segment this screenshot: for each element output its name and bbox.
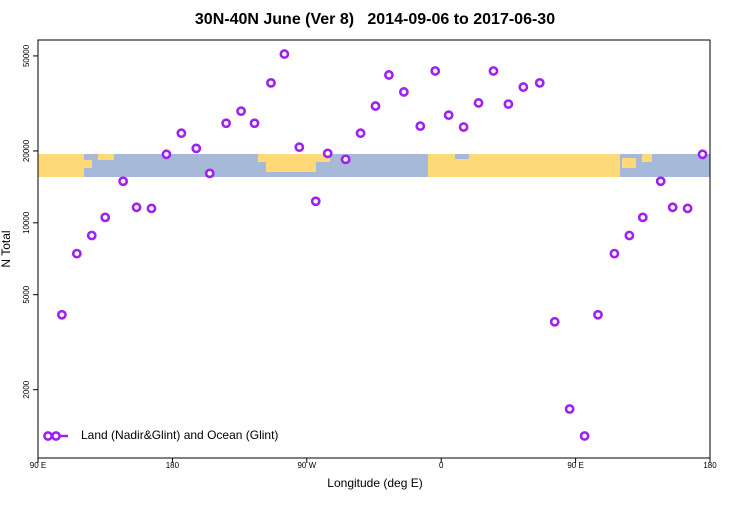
x-tick-label: 180 — [166, 461, 180, 470]
legend-item: Land (Nadir&Glint) and Ocean (Glint) — [43, 428, 278, 442]
data-point — [370, 101, 381, 111]
plot-frame — [37, 39, 711, 459]
data-point — [340, 154, 351, 165]
y-tick-label: 5000 — [22, 285, 31, 303]
y-tick-label: 10000 — [22, 211, 31, 234]
data-point — [294, 142, 305, 153]
x-axis-label: Longitude (deg E) — [327, 476, 422, 490]
data-point — [415, 121, 426, 132]
legend-marker — [51, 431, 61, 441]
data-point — [176, 128, 187, 139]
data-point — [682, 203, 693, 214]
data-point — [322, 148, 333, 159]
map-band — [38, 154, 710, 177]
data-point — [355, 128, 366, 139]
data-point — [518, 82, 529, 92]
data-point — [71, 248, 82, 259]
x-tick-label: 90 E — [567, 461, 583, 470]
data-point — [667, 202, 678, 213]
data-point — [593, 309, 603, 320]
data-point — [100, 212, 111, 223]
data-point — [488, 66, 499, 76]
data-point — [398, 87, 409, 97]
data-point — [697, 149, 708, 160]
data-point — [503, 99, 514, 109]
data-point — [310, 196, 321, 207]
y-tick-label: 20000 — [22, 139, 31, 162]
data-point — [384, 70, 394, 80]
data-point — [579, 431, 590, 441]
y-tick-label: 2000 — [22, 380, 31, 398]
data-point — [473, 98, 484, 108]
y-tick-label: 50000 — [22, 44, 31, 67]
data-point — [637, 212, 648, 223]
data-point — [279, 49, 290, 59]
data-point — [161, 149, 172, 160]
y-axis-label: N Total — [0, 230, 13, 267]
x-tick-label: 180 — [703, 461, 717, 470]
data-point — [624, 230, 635, 241]
data-point — [549, 316, 560, 327]
data-point — [118, 176, 129, 187]
chart-title: 30N-40N June (Ver 8) 2014-09-06 to 2017-… — [195, 11, 555, 28]
data-point — [430, 66, 441, 76]
legend-label: Land (Nadir&Glint) and Ocean (Glint) — [81, 428, 278, 442]
data-point — [236, 106, 246, 117]
data-point — [191, 143, 202, 154]
data-point — [564, 404, 575, 414]
data-point — [56, 309, 67, 320]
legend-marker — [43, 431, 53, 441]
x-tick-label: 90 W — [297, 461, 316, 470]
data-point — [534, 77, 545, 88]
data-point — [204, 168, 215, 179]
data-point — [86, 230, 97, 241]
data-point — [458, 122, 469, 132]
data-point — [609, 248, 620, 259]
x-tick-label: 90 E — [30, 461, 46, 470]
data-point — [146, 203, 157, 214]
x-tick-label: 0 — [439, 461, 444, 470]
data-point — [131, 202, 142, 213]
data-point — [249, 118, 260, 129]
data-point — [266, 77, 276, 88]
data-point — [655, 176, 666, 187]
data-point — [443, 110, 454, 121]
data-point — [221, 118, 232, 129]
